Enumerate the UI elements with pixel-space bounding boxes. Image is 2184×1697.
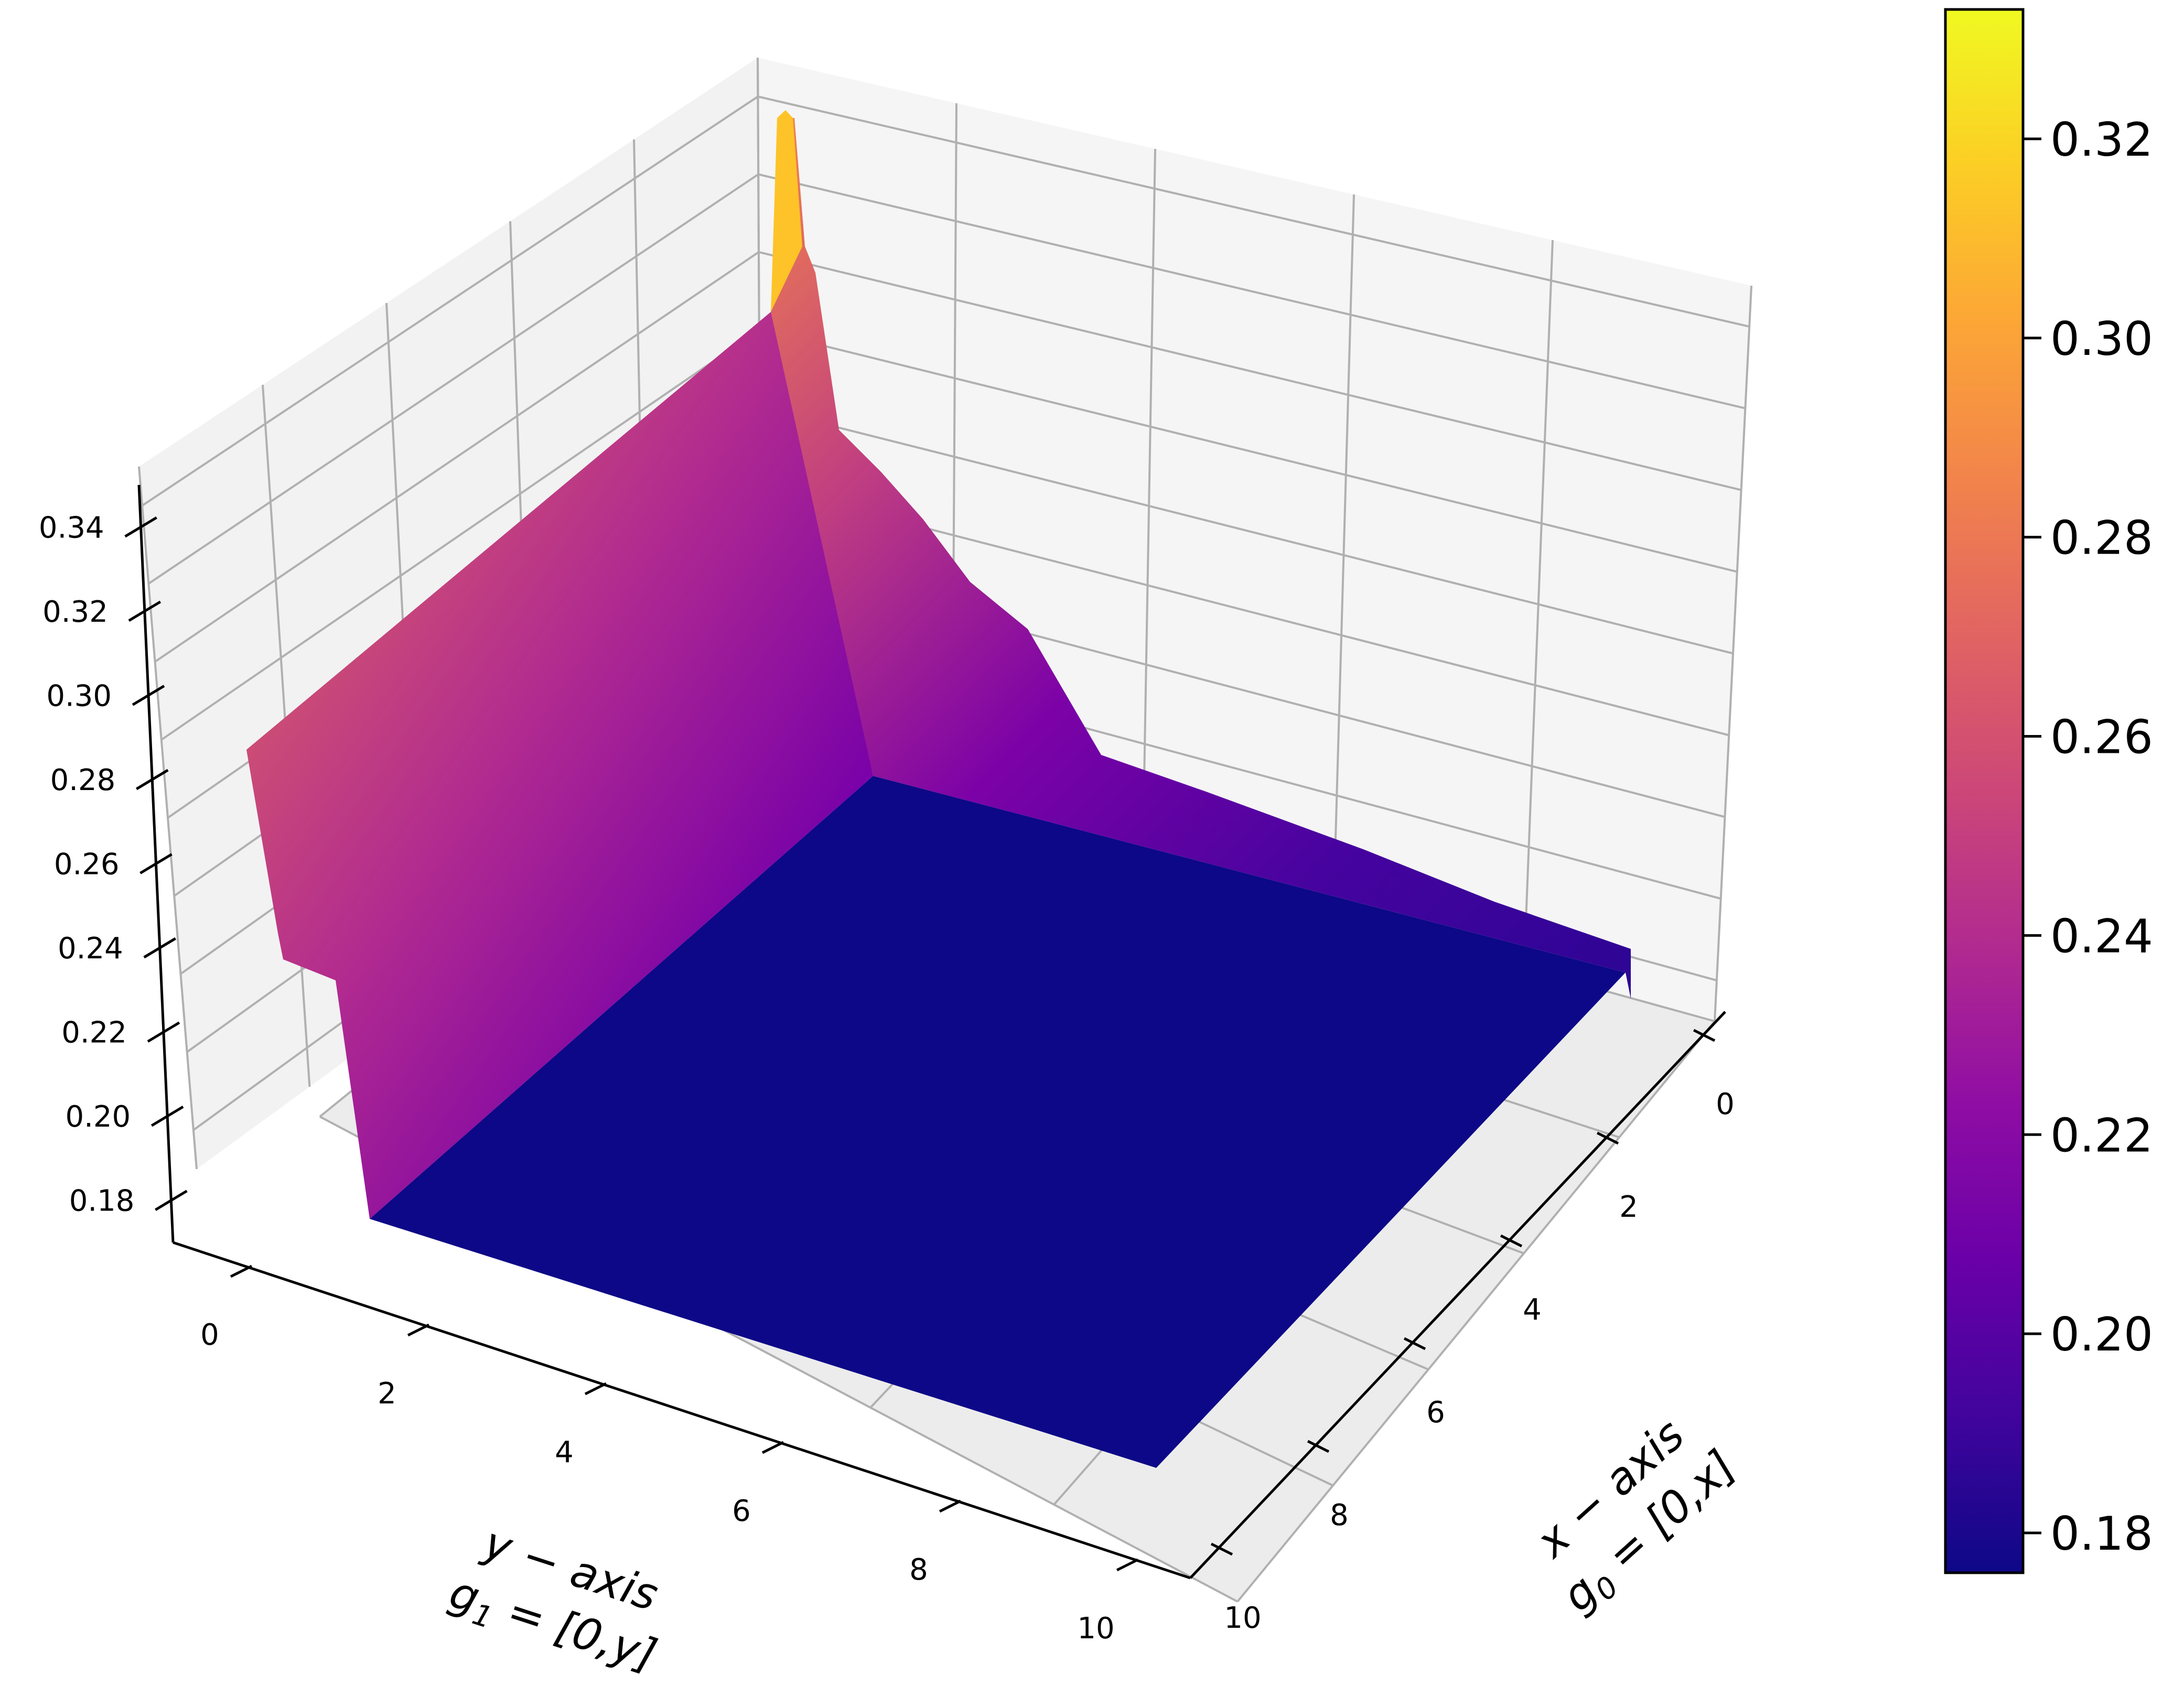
x-axis-label: x − axis g0 = [0,x] — [1525, 1409, 1746, 1622]
y-tick — [584, 1382, 607, 1396]
y-tick — [761, 1441, 784, 1454]
z-tick-label: 0.34 — [39, 511, 104, 545]
z-tick — [155, 1190, 188, 1211]
colorbar-ticks: 0.18 0.20 0.22 0.24 0.26 0.28 0.30 0.32 — [2023, 113, 2153, 1561]
y-tick-label: 10 — [1077, 1612, 1114, 1646]
x-tick-label: 8 — [1330, 1498, 1349, 1532]
x-tick — [1403, 1337, 1426, 1350]
x-tick — [1307, 1440, 1330, 1453]
x-tick — [1500, 1234, 1523, 1248]
z-tick-label: 0.24 — [58, 932, 123, 966]
colorbar-tick-label: 0.26 — [2050, 710, 2153, 764]
z-tick — [147, 1021, 180, 1043]
y-tick-label: 6 — [732, 1494, 751, 1528]
colorbar-tick-label: 0.22 — [2050, 1108, 2153, 1162]
z-tick — [124, 516, 157, 538]
x-tick-label: 2 — [1619, 1190, 1638, 1224]
colorbar-tick-label: 0.18 — [2050, 1507, 2153, 1561]
z-tick-label: 0.26 — [54, 848, 120, 882]
colorbar-tick-label: 0.20 — [2050, 1307, 2153, 1361]
colorbar-gradient — [1944, 8, 2025, 1574]
z-tick — [135, 769, 169, 791]
colorbar-tick-label: 0.28 — [2050, 511, 2153, 565]
surface-left-wall — [246, 312, 873, 1219]
y-tick — [230, 1264, 253, 1278]
z-tick-label: 0.18 — [69, 1184, 135, 1218]
x-tick — [1693, 1029, 1716, 1042]
y-tick-label: 8 — [909, 1553, 928, 1587]
y-axis-label: y − axis g1 = [0,y] — [444, 1516, 664, 1681]
z-tick — [139, 853, 173, 874]
z-tick — [128, 600, 162, 622]
y-tick — [407, 1323, 430, 1337]
y-tick-label: 0 — [200, 1318, 219, 1352]
z-tick-label: 0.30 — [46, 679, 112, 713]
colorbar-tick-label: 0.32 — [2050, 113, 2153, 167]
z-tick-label: 0.22 — [61, 1016, 127, 1050]
gridline-floor-y — [1236, 1020, 1716, 1603]
z-tick-label: 0.28 — [50, 763, 116, 797]
ticks: 0.18 0.20 0.22 0.24 0.26 0.28 0.30 0.32 0.34 0 2 4 6… — [39, 511, 1735, 1646]
x-tick-label: 6 — [1426, 1396, 1445, 1430]
gridline-z — [154, 251, 1742, 663]
gridline-z — [148, 173, 1746, 585]
surface-right-wall — [771, 118, 1631, 999]
gridline-z — [142, 95, 1750, 507]
surface-peak — [771, 110, 802, 312]
surface-floor — [370, 776, 1626, 1468]
x-tick — [1210, 1542, 1233, 1556]
surface-plot — [246, 110, 1631, 1468]
z-tick-label: 0.20 — [65, 1100, 131, 1134]
z-tick — [143, 937, 177, 959]
y-tick-label: 2 — [378, 1377, 396, 1411]
x-tick-label: 10 — [1224, 1601, 1261, 1635]
colorbar-tick-label: 0.24 — [2050, 909, 2153, 963]
y-tick — [1116, 1558, 1139, 1572]
x-axis-line — [1189, 1011, 1726, 1579]
y-tick — [939, 1499, 962, 1513]
x-tick-label: 0 — [1716, 1087, 1735, 1121]
colorbar-tick-label: 0.30 — [2050, 312, 2153, 366]
z-tick — [132, 685, 165, 706]
colorbar: 0.18 0.20 0.22 0.24 0.26 0.28 0.30 0.32 — [1944, 8, 2153, 1574]
y-axis-line — [173, 1241, 1191, 1580]
x-tick — [1596, 1131, 1619, 1145]
y-tick-label: 4 — [555, 1435, 574, 1469]
z-tick — [150, 1106, 184, 1127]
x-tick-label: 4 — [1523, 1293, 1542, 1327]
z-tick-label: 0.32 — [42, 595, 108, 629]
